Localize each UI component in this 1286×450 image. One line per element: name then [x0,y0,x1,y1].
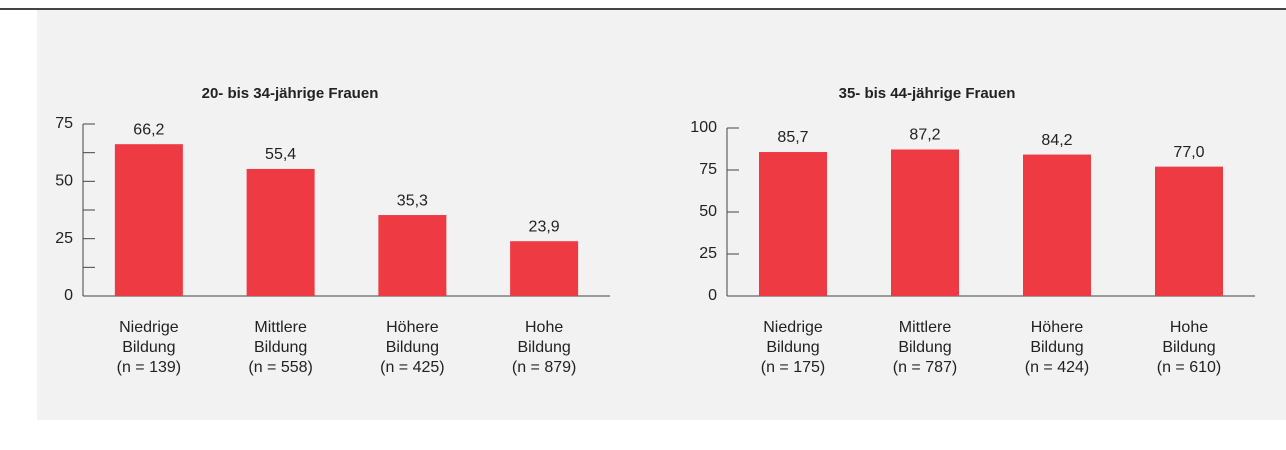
bar [759,152,827,296]
top-rule [0,8,1286,10]
y-tick-label: 50 [699,203,717,220]
x-tick-label: Mittlere [254,319,307,336]
y-tick-label: 75 [699,161,717,178]
chart-title: 35- bis 44-jährige Frauen [839,85,1016,102]
x-tick-label: Niedrige [763,319,823,336]
x-tick-label: Hohe [1170,319,1208,336]
bar [114,144,183,296]
x-tick-label: (n = 424) [1025,359,1089,376]
bar [891,149,959,296]
x-tick-label: Bildung [1162,339,1215,356]
y-tick-label: 25 [55,230,73,247]
chart-title: 20- bis 34-jährige Frauen [202,85,379,102]
value-label: 84,2 [1041,132,1072,149]
y-tick-label: 0 [64,287,73,304]
x-tick-label: (n = 787) [893,359,957,376]
bar [246,168,315,296]
value-label: 85,7 [777,129,808,146]
x-tick-label: Bildung [517,339,570,356]
value-label: 66,2 [133,121,164,138]
x-tick-label: Hohe [525,319,563,336]
x-tick-label: Bildung [386,339,439,356]
bar [510,241,579,296]
x-tick-label: Niedrige [119,319,179,336]
bar [1023,154,1091,296]
x-tick-label: (n = 610) [1157,359,1221,376]
y-tick-label: 75 [55,115,73,132]
x-tick-label: Höhere [386,319,439,336]
x-tick-label: (n = 879) [512,359,576,376]
y-tick-label: 25 [699,245,717,262]
y-tick-label: 0 [708,287,717,304]
x-tick-label: (n = 139) [117,359,181,376]
bar [378,215,447,296]
value-label: 87,2 [909,127,940,144]
x-tick-label: Bildung [122,339,175,356]
y-tick-label: 100 [690,119,717,136]
x-tick-label: (n = 175) [761,359,825,376]
x-tick-label: Bildung [254,339,307,356]
value-label: 23,9 [529,218,560,235]
x-tick-label: Bildung [766,339,819,356]
x-tick-label: (n = 425) [380,359,444,376]
y-tick-label: 50 [55,173,73,190]
x-tick-label: (n = 558) [248,359,312,376]
panel [37,10,1286,420]
x-tick-label: Mittlere [899,319,952,336]
value-label: 55,4 [265,146,296,163]
x-tick-label: Bildung [1030,339,1083,356]
value-label: 77,0 [1173,144,1204,161]
x-tick-label: Höhere [1031,319,1084,336]
x-tick-label: Bildung [898,339,951,356]
value-label: 35,3 [397,192,428,209]
bar [1155,166,1223,296]
